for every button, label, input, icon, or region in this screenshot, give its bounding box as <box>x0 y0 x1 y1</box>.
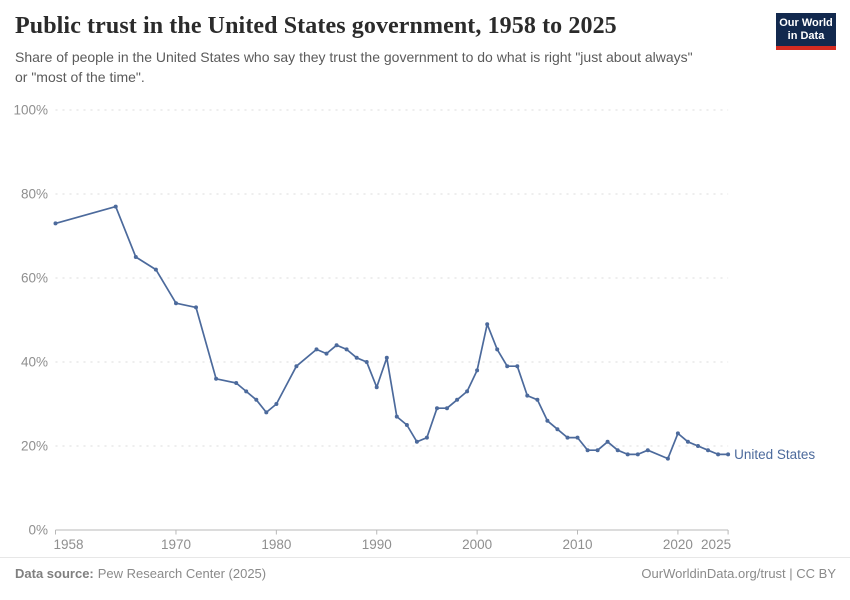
data-point <box>314 347 319 352</box>
data-source-value: Pew Research Center (2025) <box>97 566 267 581</box>
data-point <box>665 456 670 461</box>
data-point <box>445 406 449 411</box>
data-point <box>214 376 219 381</box>
owid-logo-line-1: Our World <box>779 17 833 29</box>
data-point <box>113 204 118 209</box>
data-point <box>675 431 680 436</box>
data-point <box>194 305 198 310</box>
data-point <box>344 347 349 352</box>
x-axis-label: 1990 <box>362 537 392 552</box>
data-point <box>685 439 690 444</box>
y-axis-label: 80% <box>21 187 48 202</box>
data-point <box>475 368 480 373</box>
data-point <box>545 418 550 423</box>
y-axis-label: 40% <box>21 355 48 370</box>
data-point <box>465 389 470 394</box>
y-axis-label: 0% <box>28 523 48 538</box>
data-source: Data source: Pew Research Center (2025) <box>15 566 266 581</box>
attribution: OurWorldinData.org/trust | CC BY <box>641 566 836 581</box>
data-point <box>605 439 610 444</box>
line-chart-canvas[interactable]: 0% 20% 40% 60% 80% 100% 1958 1970 1980 1990 2000 20… <box>0 88 850 570</box>
y-axis-label: 20% <box>21 439 48 454</box>
data-point <box>414 439 419 444</box>
data-point <box>625 452 630 457</box>
data-point <box>324 351 329 356</box>
data-point <box>294 364 299 369</box>
data-point <box>364 360 369 364</box>
data-point <box>726 452 731 457</box>
data-point <box>254 397 259 402</box>
data-point <box>575 435 580 440</box>
data-point <box>274 402 279 406</box>
data-point <box>394 414 399 419</box>
chart-footer: Data source: Pew Research Center (2025) O… <box>0 557 850 581</box>
data-point <box>645 448 650 453</box>
data-point <box>404 423 409 427</box>
data-point <box>455 397 460 402</box>
x-axis-label: 1980 <box>261 537 291 552</box>
data-point <box>565 435 570 440</box>
data-point <box>153 267 158 272</box>
owid-logo-line-2: in Data <box>787 30 825 42</box>
subtitle-line-1: Share of people in the United States who… <box>15 49 693 65</box>
data-point <box>515 364 520 369</box>
data-point <box>585 448 590 453</box>
data-point <box>495 347 500 352</box>
subtitle-line-2: or "most of the time". <box>15 69 145 85</box>
owid-logo: Our World in Data <box>776 13 836 50</box>
page-title: Public trust in the United States govern… <box>15 13 617 39</box>
data-point <box>334 343 339 348</box>
trend-line <box>54 205 729 460</box>
chart-subtitle: Share of people in the United States who… <box>15 47 836 87</box>
data-point <box>234 381 239 385</box>
data-point <box>485 322 490 327</box>
data-point <box>535 397 540 402</box>
x-axis-label: 2010 <box>562 537 592 552</box>
data-point <box>615 448 620 453</box>
data-source-label: Data source: <box>15 566 94 581</box>
x-axis-label: 1970 <box>161 537 191 552</box>
data-point <box>435 406 439 411</box>
data-point <box>354 355 359 360</box>
y-axis-label: 60% <box>21 271 48 286</box>
data-point <box>505 364 510 369</box>
data-point <box>264 410 269 415</box>
data-point <box>53 221 58 226</box>
data-point <box>525 393 530 398</box>
data-point <box>424 435 429 440</box>
data-point <box>595 448 600 453</box>
data-point <box>374 385 379 390</box>
data-point <box>555 427 560 432</box>
x-axis-label: 2020 <box>663 537 693 552</box>
y-axis-label: 100% <box>13 103 48 118</box>
data-point <box>244 389 249 394</box>
data-point <box>706 448 710 453</box>
data-point <box>696 444 700 448</box>
x-axis-label: 2025 <box>701 537 731 552</box>
data-point <box>133 255 138 259</box>
x-axis-label: 1958 <box>54 537 84 552</box>
data-point <box>174 301 178 306</box>
chart-header: Public trust in the United States govern… <box>0 0 850 87</box>
data-point <box>635 452 640 457</box>
series-label: United States <box>734 447 815 462</box>
data-point <box>384 355 389 360</box>
x-axis-label: 2000 <box>462 537 492 552</box>
data-point <box>716 452 721 457</box>
